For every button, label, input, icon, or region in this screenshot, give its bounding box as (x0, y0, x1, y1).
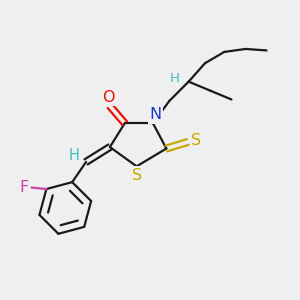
Text: F: F (20, 180, 29, 195)
Text: H: H (68, 148, 79, 163)
Text: S: S (191, 133, 201, 148)
Text: O: O (102, 90, 115, 105)
Text: N: N (149, 107, 161, 122)
Text: S: S (132, 168, 142, 183)
Text: H: H (169, 72, 179, 85)
